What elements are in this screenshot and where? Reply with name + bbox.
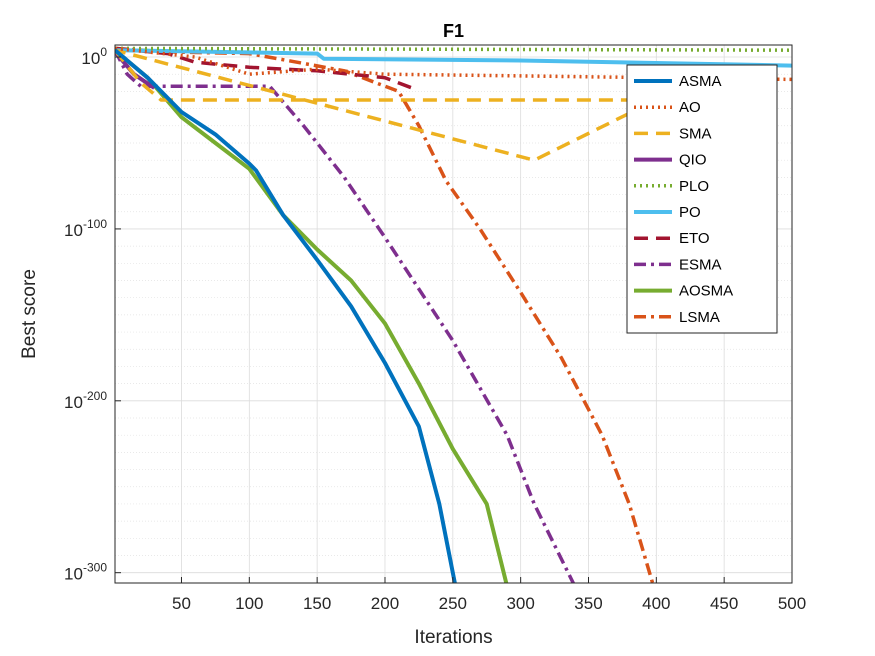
chart-title: F1 (443, 21, 464, 41)
series-layer (115, 46, 792, 583)
x-tick-label: 450 (710, 594, 738, 613)
legend-label: PLO (679, 178, 709, 195)
x-tick-label: 250 (439, 594, 467, 613)
y-axis-label: Best score (19, 269, 40, 359)
y-tick-label: 100 (81, 45, 107, 68)
legend-item-ao: AO (634, 99, 701, 116)
x-axis-ticks: 50 100 150 200 250 300 350 400 450 500 (172, 577, 806, 613)
x-tick-label: 350 (574, 594, 602, 613)
x-tick-label: 50 (172, 594, 191, 613)
legend-label: AO (679, 99, 701, 116)
legend-item-lsma: LSMA (634, 309, 720, 326)
x-tick-label: 500 (778, 594, 806, 613)
legend-label: ETO (679, 230, 710, 247)
legend-item-plo: PLO (634, 178, 709, 195)
series-line-po (115, 48, 792, 68)
legend-item-po: PO (634, 204, 701, 221)
x-tick-label: 100 (235, 594, 263, 613)
x-tick-label: 400 (642, 594, 670, 613)
series-line-plo (115, 46, 792, 52)
legend-box (626, 64, 778, 334)
y-tick-label: 10-300 (64, 561, 107, 584)
series-line-asma (115, 48, 457, 583)
legend-item-qio: QIO (634, 152, 707, 169)
x-tick-label: 150 (303, 594, 331, 613)
legend-item-asma: ASMA (634, 73, 722, 90)
y-axis-ticks: 100 10-100 10-200 10-300 (64, 45, 121, 584)
y-tick-label: 10-200 (64, 389, 107, 412)
x-tick-label: 300 (506, 594, 534, 613)
x-axis-label: Iterations (414, 627, 492, 648)
series-line-eto (115, 46, 413, 90)
legend-label: PO (679, 204, 701, 221)
legend-label: SMA (679, 125, 712, 142)
series-line-sma (115, 48, 659, 162)
legend-label: ASMA (679, 73, 722, 90)
legend-label: ESMA (679, 256, 722, 273)
legend-item-sma: SMA (634, 125, 712, 142)
y-tick-label: 10-100 (64, 217, 107, 240)
legend-item-esma: ESMA (634, 256, 722, 273)
legend-item-aosma: AOSMA (634, 283, 733, 300)
legend-label: QIO (679, 152, 707, 169)
legend-label: LSMA (679, 309, 720, 326)
x-tick-label: 200 (371, 594, 399, 613)
plot-border (114, 44, 793, 584)
legend-label: AOSMA (679, 283, 733, 300)
legend-item-eto: ETO (634, 230, 710, 247)
